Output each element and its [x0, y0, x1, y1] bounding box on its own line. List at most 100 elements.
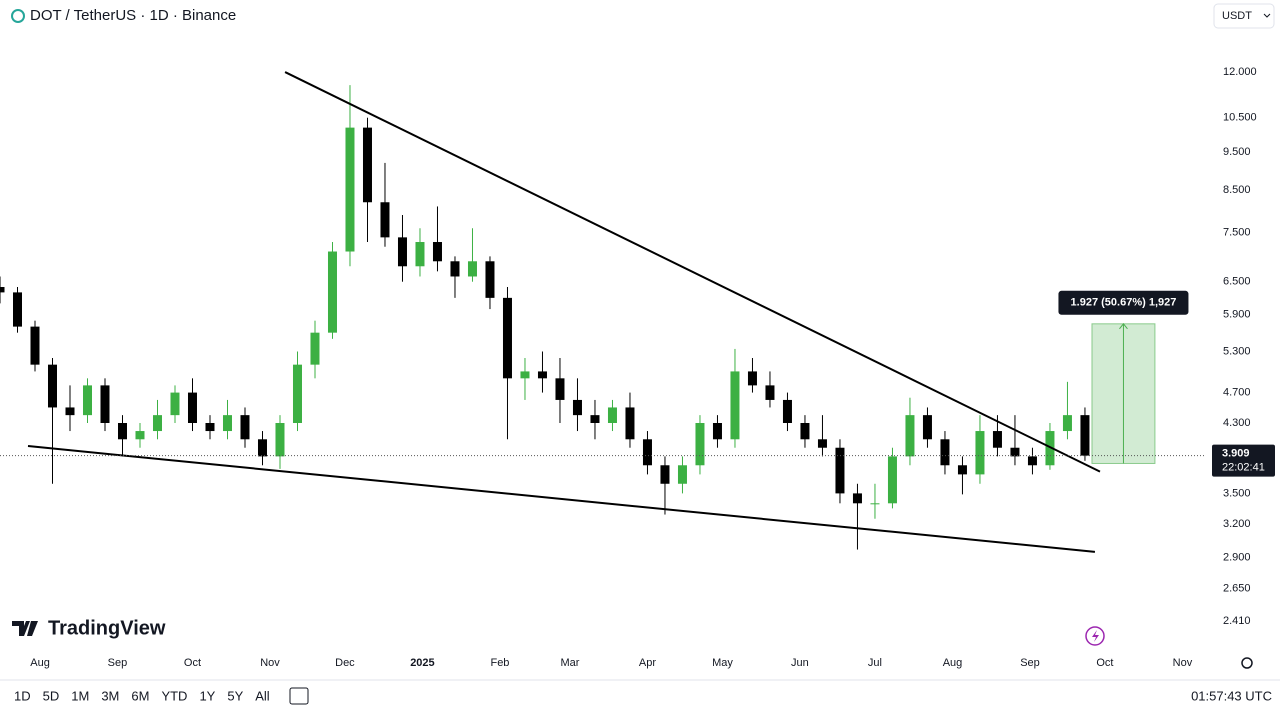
y-tick-label: 9.500	[1223, 146, 1251, 158]
events-bolt	[1092, 630, 1099, 642]
range-button[interactable]: 5D	[43, 688, 60, 703]
y-tick-label: 5.900	[1223, 309, 1251, 321]
candle-body	[730, 371, 740, 440]
range-button[interactable]: 1M	[71, 688, 89, 703]
trend-line	[284, 71, 1101, 473]
plot-area	[0, 71, 1156, 553]
y-tick-label: 8.500	[1223, 184, 1251, 196]
x-tick-label: Nov	[1173, 657, 1193, 669]
candle-body	[1010, 447, 1020, 457]
candle-body	[975, 431, 985, 475]
clock: 01:57:43 UTC	[1191, 688, 1272, 703]
x-tick-label: Aug	[943, 657, 963, 669]
measure-label: 1.927 (50.67%) 1,927	[1071, 297, 1177, 309]
candle-body	[257, 439, 267, 457]
candle-body	[695, 422, 705, 466]
candle-body	[187, 392, 197, 423]
candle-body	[345, 127, 355, 252]
range-button[interactable]: All	[255, 688, 270, 703]
y-tick-label: 2.650	[1223, 582, 1251, 594]
y-tick-label: 10.500	[1223, 112, 1257, 124]
candle-body	[100, 385, 110, 423]
candle-body	[607, 407, 617, 423]
candle-body	[362, 127, 372, 203]
candle-body	[82, 385, 92, 416]
y-tick-label: 3.500	[1223, 487, 1251, 499]
range-button[interactable]: 6M	[131, 688, 149, 703]
candle-body	[450, 261, 460, 277]
candle-body	[555, 378, 565, 400]
range-button[interactable]: YTD	[161, 688, 187, 703]
x-tick-label: Oct	[184, 657, 201, 669]
candle-body	[852, 493, 862, 504]
candle-body	[415, 242, 425, 267]
last-price-box	[1212, 444, 1275, 477]
candle-body	[1027, 456, 1037, 466]
candle-body	[992, 431, 1002, 448]
candle-body	[240, 415, 250, 440]
x-tick-label: May	[712, 657, 733, 669]
candle-body	[625, 407, 635, 440]
x-tick-label: Sep	[108, 657, 128, 669]
candle-body	[502, 297, 512, 379]
y-tick-label: 12.000	[1223, 66, 1257, 78]
candle-body	[397, 237, 407, 267]
candle-body	[747, 371, 757, 386]
candle-body	[887, 456, 897, 504]
candle-body	[310, 332, 320, 365]
candle-body	[152, 415, 162, 432]
x-tick-label: Nov	[260, 657, 280, 669]
x-tick-label: Dec	[335, 657, 355, 669]
logo-text: TradingView	[48, 617, 166, 639]
y-tick-label: 2.410	[1223, 615, 1251, 627]
candle-body	[957, 465, 967, 475]
date-range-icon[interactable]	[289, 687, 309, 705]
y-tick-label: 6.500	[1223, 276, 1251, 288]
candle-body	[870, 503, 880, 505]
candle-body	[222, 415, 232, 432]
x-tick-label: Jul	[868, 657, 882, 669]
x-tick-label: Jun	[791, 657, 809, 669]
candle-body	[537, 371, 547, 379]
logo-mark	[12, 621, 38, 636]
logo: TradingView	[12, 617, 166, 639]
candle-body	[170, 392, 180, 416]
candle-body	[205, 422, 215, 432]
trend-line	[27, 445, 1096, 553]
x-tick-label: Feb	[490, 657, 509, 669]
x-tick-label: 2025	[410, 657, 434, 669]
x-tick-label: Apr	[639, 657, 656, 669]
range-button[interactable]: 1Y	[199, 688, 215, 703]
candle-body	[0, 287, 5, 293]
candle-body	[765, 385, 775, 400]
range-button[interactable]: 1D	[14, 688, 31, 703]
x-tick-label: Mar	[560, 657, 579, 669]
candle-body	[835, 447, 845, 494]
candle-body	[940, 439, 950, 466]
measure-label-box	[1058, 290, 1189, 315]
x-tick-label: Oct	[1096, 657, 1113, 669]
candle-body	[275, 422, 285, 457]
range-button[interactable]: 5Y	[227, 688, 243, 703]
candle-body	[677, 465, 687, 484]
range-button[interactable]: 3M	[101, 688, 119, 703]
candle-body	[327, 251, 337, 333]
measure-arrow-head	[1119, 323, 1128, 330]
events-icon[interactable]	[1085, 626, 1105, 646]
candle-body	[65, 407, 75, 416]
countdown: 22:02:41	[1222, 462, 1265, 474]
dropdown-caret	[1263, 13, 1271, 18]
currency-button[interactable]	[1213, 3, 1275, 29]
candle-body	[660, 465, 670, 484]
settings-icon[interactable]	[1241, 657, 1253, 669]
candle-body	[432, 242, 442, 262]
candle-body	[292, 364, 302, 423]
candle-body	[817, 439, 827, 448]
y-tick-label: 4.300	[1223, 417, 1251, 429]
candle-body	[572, 399, 582, 416]
x-tick-label: Aug	[30, 657, 50, 669]
candle-body	[135, 431, 145, 440]
currency-label[interactable]: USDT	[1222, 10, 1252, 22]
